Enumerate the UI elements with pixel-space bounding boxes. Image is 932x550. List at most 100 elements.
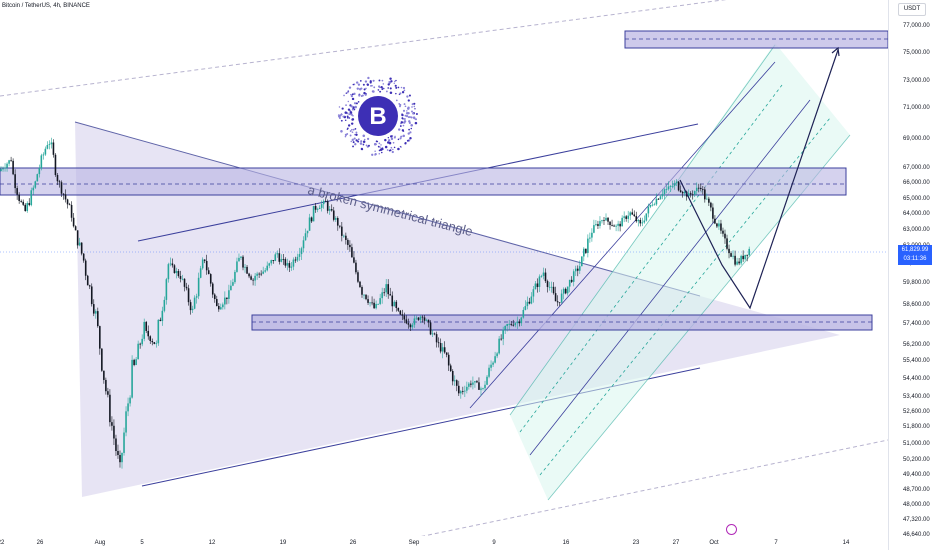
candle-body	[457, 385, 460, 394]
candle-body	[377, 303, 379, 305]
candle-body	[726, 238, 728, 249]
candle-body	[355, 262, 357, 273]
candle-body	[641, 222, 644, 224]
currency-selector[interactable]: USDT	[898, 3, 926, 16]
candle-body	[169, 263, 172, 265]
logo-dot	[366, 137, 370, 140]
logo-dot	[353, 108, 356, 111]
logo-dot	[379, 90, 382, 93]
candle-body	[8, 160, 10, 164]
candle-body	[512, 324, 515, 326]
candle-body	[679, 190, 682, 193]
candle-body	[226, 297, 228, 299]
price-chart[interactable]: B	[0, 0, 888, 550]
candle-body	[637, 219, 640, 222]
candle-body	[419, 316, 422, 320]
candle-body	[653, 204, 656, 206]
logo-dot	[387, 83, 390, 86]
candle-body	[264, 270, 266, 272]
candle-body	[320, 204, 323, 208]
candle-body	[522, 309, 525, 318]
candle-body	[220, 307, 222, 310]
candle-body	[623, 216, 625, 218]
candle-body	[280, 259, 283, 262]
logo-dot	[363, 91, 366, 95]
logo-dot	[375, 140, 378, 143]
logo-dot	[399, 125, 402, 127]
candle-body	[708, 198, 710, 203]
candle-body	[476, 381, 478, 383]
logo-dot	[388, 141, 392, 145]
candle-body	[4, 167, 6, 169]
logo-dot	[345, 104, 347, 106]
candle-body	[2, 168, 4, 170]
candle-body	[486, 376, 488, 385]
price-tick-label: 73,000.00	[903, 78, 930, 84]
logo-dot	[392, 141, 395, 144]
logo-dot	[413, 105, 416, 108]
logo-dot	[358, 94, 361, 97]
candle-body	[127, 403, 129, 412]
candle-body	[177, 270, 180, 277]
candle-body	[633, 214, 636, 217]
candle-body	[429, 322, 432, 335]
logo-dot	[355, 131, 358, 134]
candle-body	[466, 386, 468, 391]
logo-dot	[362, 134, 366, 138]
logo-dot	[399, 103, 402, 107]
candle-body	[581, 256, 583, 267]
candle-body	[589, 237, 591, 239]
candle-body	[74, 226, 77, 231]
time-tick-label: 16	[562, 540, 570, 546]
candle-body	[361, 287, 363, 295]
logo-dot	[395, 79, 397, 82]
candle-body	[508, 323, 511, 325]
candle-body	[528, 301, 531, 304]
candle-body	[215, 299, 218, 306]
logo-dot	[401, 129, 405, 132]
candle-body	[330, 209, 333, 211]
candle-body	[244, 266, 246, 268]
logo-dot	[347, 91, 349, 94]
candle-body	[659, 196, 662, 200]
candle-body	[691, 194, 694, 196]
logo-dot	[412, 112, 415, 115]
logo-dot	[382, 148, 384, 150]
candle-body	[312, 205, 315, 222]
candle-body	[119, 455, 121, 463]
candle-body	[278, 253, 281, 262]
price-tick-label: 75,000.00	[903, 50, 930, 56]
logo-dot	[409, 137, 412, 140]
price-tick-label: 49,400.00	[903, 472, 930, 478]
candle-body	[298, 254, 301, 257]
logo-dot	[350, 95, 354, 98]
candle-body	[58, 181, 61, 183]
event-marker-icon[interactable]	[726, 524, 737, 535]
logo-dot	[347, 108, 351, 111]
candle-body	[115, 438, 117, 451]
logo-dot	[347, 90, 350, 92]
projection-arrowhead	[831, 46, 840, 57]
candle-body	[242, 256, 244, 268]
logo-dot	[406, 139, 409, 142]
price-axis[interactable]	[888, 0, 932, 550]
candle-body	[500, 338, 502, 340]
candle-body	[403, 315, 406, 320]
countdown-value: 03:11:36	[903, 256, 927, 262]
candle-body	[657, 198, 660, 200]
logo-dot	[352, 114, 354, 117]
logo-dot	[352, 107, 355, 109]
candle-body	[133, 359, 135, 366]
candle-body	[629, 212, 632, 216]
candle-body	[125, 411, 127, 433]
candle-body	[316, 208, 319, 210]
candle-body	[470, 383, 472, 385]
candle-body	[187, 288, 190, 303]
candle-body	[520, 317, 523, 324]
candle-body	[617, 223, 619, 226]
triangle-upper-edge	[74, 121, 701, 297]
logo-dot	[400, 121, 404, 124]
logo-dot	[378, 79, 381, 82]
candle-body	[518, 321, 521, 324]
logo-dot	[402, 109, 406, 112]
